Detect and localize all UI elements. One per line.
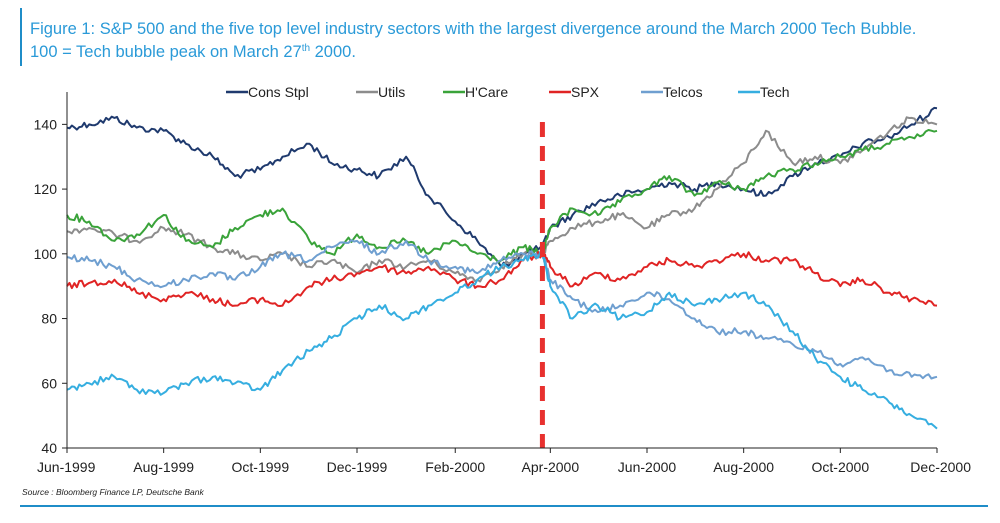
figure-title-box: Figure 1: S&P 500 and the five top level… [20, 8, 997, 66]
y-tick-label: 140 [34, 116, 58, 132]
y-tick-label: 80 [41, 311, 57, 327]
line-chart: Cons Stpl Utils H'Care SPX Telcos Tech 40 60 80… [34, 84, 972, 475]
y-tick-label: 60 [41, 375, 57, 391]
y-tick-label: 40 [41, 440, 57, 456]
legend-label: Telcos [663, 84, 703, 100]
legend-label: SPX [571, 84, 600, 100]
x-tick-label: Oct-1999 [232, 459, 290, 475]
chart-legend: Cons Stpl Utils H'Care SPX Telcos Tech [226, 84, 790, 100]
figure-title-superscript: th [301, 43, 311, 54]
x-tick-label: Oct-2000 [812, 459, 870, 475]
legend-label: Cons Stpl [248, 84, 309, 100]
series-line-tech [66, 250, 938, 430]
series-line-telcos [66, 239, 938, 380]
x-tick-label: Aug-2000 [713, 459, 774, 475]
x-tick-label: Jun-1999 [37, 459, 96, 475]
series-line-utils [66, 116, 938, 283]
figure-title-line-1: Figure 1: S&P 500 and the five top level… [30, 20, 917, 38]
figure-title-line-2: 100 = Tech bubble peak on March 27th 200… [30, 43, 356, 62]
legend-label: Utils [378, 84, 405, 100]
x-tick-label: Jun-2000 [618, 459, 677, 475]
footer-rule [20, 505, 988, 507]
legend-label: Tech [760, 84, 790, 100]
x-tick-label: Aug-1999 [133, 459, 194, 475]
chart-series-group [66, 106, 938, 448]
y-tick-label: 120 [34, 181, 58, 197]
figure-title-line-2-end: 2000. [310, 43, 356, 61]
x-tick-label: Dec-2000 [910, 459, 971, 475]
y-tick-label: 100 [34, 246, 58, 262]
x-tick-label: Dec-1999 [327, 459, 388, 475]
x-tick-label: Apr-2000 [522, 459, 580, 475]
series-line-spx [66, 251, 938, 307]
series-line-h-care [66, 129, 938, 264]
legend-label: H'Care [465, 84, 508, 100]
figure-title-line-2-text: 100 = Tech bubble peak on March 27 [30, 43, 302, 61]
source-note: Source : Bloomberg Finance LP, Deutsche … [22, 487, 204, 497]
chart-axes: 40 60 80 100 120 140 Jun-1999 Aug-1999 Oct-1999 D… [34, 92, 971, 475]
x-tick-label: Feb-2000 [425, 459, 485, 475]
